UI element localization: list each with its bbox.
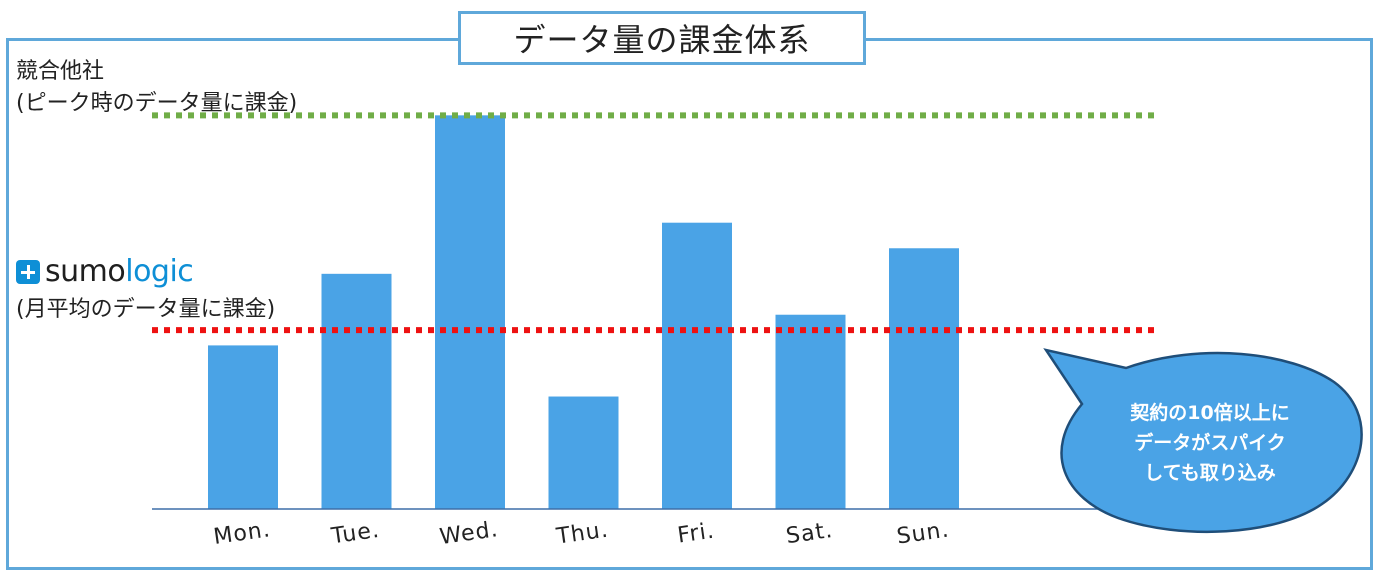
callout-line-1: 契約の10倍以上に — [1130, 402, 1290, 424]
x-tick-label: Wed. — [438, 517, 500, 550]
callout-line-3: しても取り込み — [1144, 462, 1276, 484]
bars-layer — [208, 115, 959, 510]
callout-text: 契約の10倍以上に データがスパイク しても取り込み — [1090, 398, 1330, 488]
bar-sat — [775, 314, 846, 509]
callout-bubble — [1043, 348, 1363, 534]
bar-wed — [435, 115, 505, 510]
competitor-billing-note: (ピーク時のデータ量に課金) — [16, 91, 298, 116]
sumologic-logo-text-b: logic — [125, 254, 194, 289]
x-tick-label: Fri. — [676, 519, 716, 549]
x-tick-label: Sat. — [785, 518, 835, 549]
competitor-name: 競合他社 — [16, 59, 105, 84]
sumologic-logo-text-a: sumo — [45, 254, 126, 289]
bar-sun — [889, 248, 959, 509]
sumologic-billing-note: (月平均のデータ量に課金) — [16, 297, 276, 322]
x-tick-labels: Mon. Tue. Wed. Thu. Fri. Sat. Sun. — [212, 517, 951, 550]
sumologic-plus-icon — [16, 260, 40, 284]
bar-mon — [208, 345, 278, 509]
bar-fri — [662, 222, 732, 509]
x-tick-label: Sun. — [895, 518, 951, 550]
x-tick-label: Tue. — [329, 518, 382, 550]
sumologic-logo: sumologic — [16, 254, 194, 289]
x-tick-label: Thu. — [554, 518, 610, 550]
bar-tue — [321, 273, 392, 509]
reference-lines-layer — [152, 112, 1156, 334]
competitor-label: 競合他社 (ピーク時のデータ量に課金) — [16, 56, 297, 120]
page-title: データ量の課金体系 — [458, 11, 866, 65]
x-tick-label: Mon. — [212, 517, 272, 550]
bar-thu — [548, 396, 619, 509]
callout-line-2: データがスパイク — [1134, 432, 1286, 454]
